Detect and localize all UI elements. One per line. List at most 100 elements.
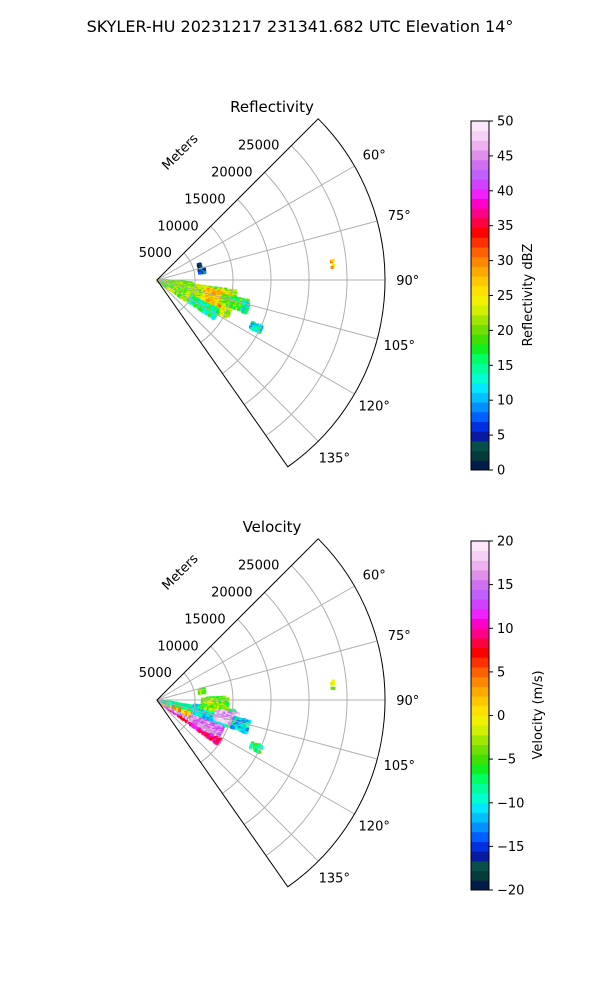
reflectivity-echo-cell (189, 301, 193, 305)
velocity-echo-cell (216, 712, 220, 716)
reflectivity-echo-cell (191, 289, 195, 293)
velocity-colorbar-segment (471, 589, 489, 600)
velocity-echo-cell (214, 735, 218, 739)
velocity-colorbar-segment (471, 705, 489, 716)
reflectivity-range-ring (265, 145, 348, 437)
reflectivity-echo-cell (250, 322, 254, 326)
reflectivity-echo-cell (254, 329, 258, 333)
velocity-colorbar-segment (471, 570, 489, 581)
reflectivity-colorbar-segment (471, 169, 489, 180)
reflectivity-range-ring (178, 252, 196, 312)
velocity-colorbar-segment (471, 880, 489, 891)
reflectivity-colorbar-tick-label: 50 (497, 115, 514, 130)
reflectivity-colorbar-segment (471, 392, 489, 403)
velocity-echo-cell (180, 710, 185, 714)
reflectivity-colorbar-segment (471, 382, 489, 393)
velocity-colorbar-segment (471, 628, 489, 639)
reflectivity-echo-cell (246, 304, 250, 308)
velocity-azimuth-tick-label: 75° (388, 629, 411, 644)
reflectivity-colorbar-segment (471, 314, 489, 325)
velocity-radial-tick-label: 20000 (211, 586, 252, 601)
reflectivity-colorbar-segment (471, 363, 489, 374)
reflectivity-echo-cell (217, 312, 222, 316)
velocity-colorbar-segment (471, 676, 489, 687)
reflectivity-colorbar-segment (471, 411, 489, 422)
velocity-echo-cell (177, 708, 182, 712)
velocity-colorbar-segment (471, 618, 489, 629)
velocity-colorbar-segment (471, 657, 489, 668)
reflectivity-colorbar-segment (471, 198, 489, 209)
velocity-colorbar-tick-label: 5 (497, 665, 505, 680)
reflectivity-echo-cell (234, 304, 238, 308)
reflectivity-colorbar-segment (471, 208, 489, 219)
velocity-echo-cell (213, 734, 217, 738)
reflectivity-echo-cell (255, 327, 259, 331)
velocity-echo-cell (224, 703, 228, 707)
reflectivity-echo-cell (205, 298, 209, 303)
reflectivity-azimuth-gridline (156, 279, 319, 442)
reflectivity-echo-cluster (249, 321, 264, 334)
velocity-echo-cell (229, 722, 233, 726)
reflectivity-echo-cell (223, 301, 227, 305)
velocity-azimuth-tick-label: 105° (384, 759, 415, 774)
velocity-echo-cell (214, 741, 218, 745)
reflectivity-colorbar-segment (471, 431, 489, 442)
reflectivity-range-ring (243, 172, 310, 405)
velocity-range-ring (222, 619, 272, 794)
velocity-grid: 5000 10000 15000 20000 25000 60° 75° 90° 105° 120… (139, 538, 419, 888)
velocity-echo-cell (203, 691, 207, 695)
velocity-colorbar-segment (471, 686, 489, 697)
velocity-echo-cell (216, 742, 220, 746)
velocity-colorbar-segment (471, 802, 489, 813)
velocity-colorbar-tick-label: −10 (497, 796, 524, 811)
reflectivity-azimuth-tick-label: 120° (359, 399, 390, 414)
velocity-echo-cell (193, 725, 197, 729)
reflectivity-colorbar-label: Reflectivity dBZ (521, 244, 536, 347)
reflectivity-panel: Reflectivity 5000 10000 15000 20000 25000 60°… (139, 98, 536, 479)
reflectivity-echo-cell (233, 306, 238, 310)
velocity-echo-cell (213, 726, 217, 730)
velocity-sector-outline (156, 538, 386, 888)
reflectivity-echo-cell (199, 264, 203, 269)
reflectivity-colorbar-segment (471, 460, 489, 471)
figure-suptitle: SKYLER-HU 20231217 231341.682 UTC Elevat… (87, 17, 514, 36)
reflectivity-colorbar-tick-label: 20 (497, 324, 514, 339)
reflectivity-colorbar-segment (471, 130, 489, 141)
reflectivity-echo-cell (188, 286, 192, 290)
velocity-echo-cell (198, 714, 203, 718)
reflectivity-echo-cell (246, 298, 250, 303)
velocity-colorbar-tick-label: −20 (497, 884, 524, 899)
reflectivity-colorbar-segment (471, 343, 489, 355)
reflectivity-echo-cell (219, 304, 223, 308)
velocity-colorbar-segment (471, 667, 489, 678)
velocity-echo-cell (257, 743, 261, 747)
reflectivity-echo-cell (207, 313, 211, 317)
velocity-echo-cell (235, 726, 239, 731)
velocity-echo-cell (332, 686, 336, 690)
velocity-colorbar-segment (471, 754, 489, 765)
reflectivity-echo-cell (331, 258, 335, 262)
velocity-colorbar-segment (471, 579, 489, 590)
reflectivity-echo-cell (251, 327, 255, 332)
reflectivity-colorbar-segment (471, 276, 489, 287)
velocity-echo-cluster (249, 741, 264, 754)
velocity-title: Velocity (243, 518, 302, 536)
reflectivity-colorbar-segment (471, 266, 489, 277)
velocity-echo-cell (201, 691, 205, 695)
reflectivity-colorbar-segment (471, 305, 489, 316)
reflectivity-colorbar-tick-label: 10 (497, 394, 514, 409)
reflectivity-echo-cell (223, 315, 228, 319)
velocity-azimuth-gridline (156, 699, 319, 862)
velocity-echo-cell (212, 697, 216, 701)
reflectivity-azimuth-gridline (156, 279, 378, 340)
velocity-echo-cell (211, 724, 215, 728)
velocity-echo-cell (225, 703, 230, 707)
velocity-echo-cell (181, 706, 185, 710)
velocity-colorbar-segment (471, 870, 489, 881)
reflectivity-azimuth-gridline (156, 220, 378, 281)
velocity-echo-cell (238, 722, 242, 726)
velocity-echo-cell (199, 691, 203, 695)
velocity-colorbar-tick-label: −5 (497, 753, 516, 768)
velocity-radial-tick-label: 10000 (157, 639, 198, 654)
